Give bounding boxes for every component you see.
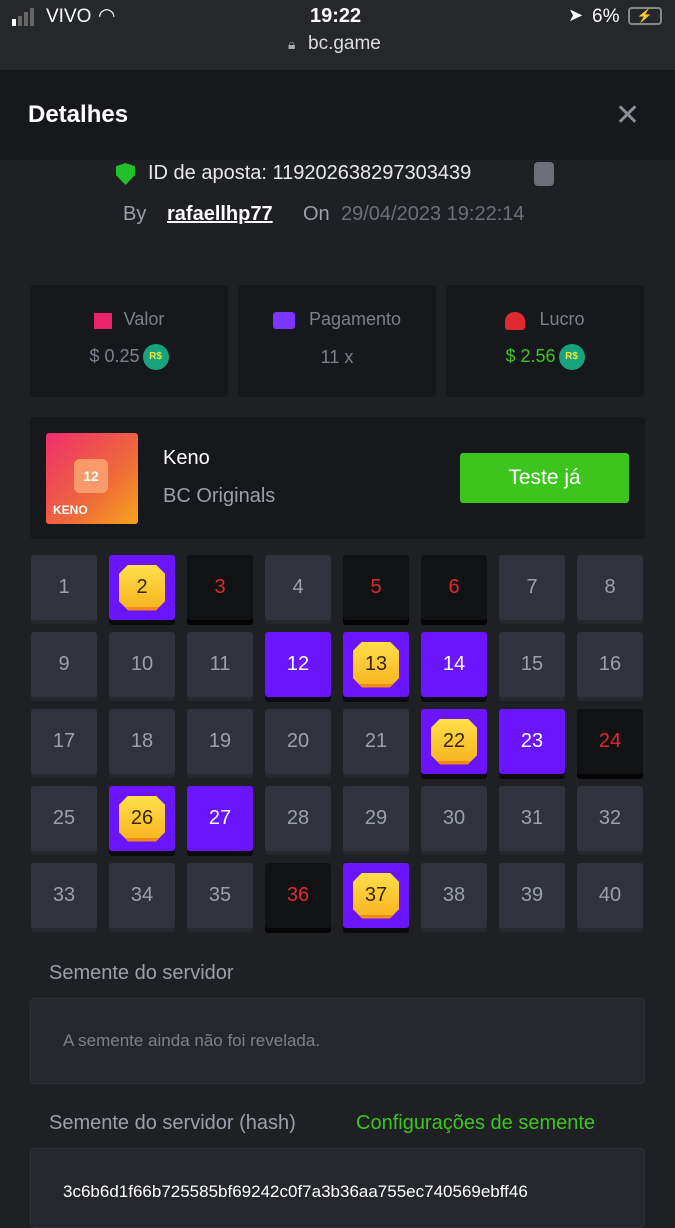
server-seed-label: Semente do servidor xyxy=(49,962,234,984)
keno-tile: 33 xyxy=(31,863,97,928)
bet-date: 29/04/2023 19:22:14 xyxy=(341,203,525,225)
keno-tile: 20 xyxy=(265,709,331,774)
gem-icon: 37 xyxy=(353,872,399,919)
game-name[interactable]: Keno xyxy=(163,447,210,469)
game-provider: BC Originals xyxy=(163,485,276,507)
keno-tile: 39 xyxy=(499,863,565,928)
keno-tile-hit: 37 xyxy=(343,863,409,928)
stat-value: 11 x xyxy=(320,347,354,367)
keno-tile: 18 xyxy=(109,709,175,774)
keno-tile: 7 xyxy=(499,555,565,620)
stat-label: Pagamento xyxy=(308,309,402,329)
stat-pagamento: Pagamento 11 x xyxy=(238,285,436,397)
keno-tile-drawn: 6 xyxy=(421,555,487,620)
keno-tile-drawn: 5 xyxy=(343,555,409,620)
wifi-icon: ◠ xyxy=(98,5,116,27)
keno-tile: 29 xyxy=(343,786,409,851)
gem-icon: 22 xyxy=(431,718,477,765)
by-label: By xyxy=(123,203,147,225)
keno-tile: 8 xyxy=(577,555,643,620)
status-bar: VIVO ◠ 19:22 ➤ 6% ⚡ 🔒︎ bc.game xyxy=(0,0,675,70)
signal-icon xyxy=(12,8,34,26)
keno-tile-hit: 13 xyxy=(343,632,409,697)
gem-icon: 2 xyxy=(119,564,165,611)
keno-tile-selected: 27 xyxy=(187,786,253,851)
battery-level: 6% xyxy=(592,6,620,27)
lock-icon: 🔒︎ xyxy=(288,36,296,52)
thumb-number: 12 xyxy=(74,459,108,493)
keno-tile: 15 xyxy=(499,632,565,697)
keno-tile-hit: 2 xyxy=(109,555,175,620)
keno-tile: 1 xyxy=(31,555,97,620)
server-seed-value: A semente ainda não foi revelada. xyxy=(63,1031,321,1050)
server-hash-label: Semente do servidor (hash) xyxy=(49,1112,296,1134)
clock: 19:22 xyxy=(310,5,362,27)
thumb-label: KENO xyxy=(53,503,88,517)
currency-badge: R$ xyxy=(558,344,585,370)
keno-tile: 28 xyxy=(265,786,331,851)
username-link[interactable]: rafaellhp77 xyxy=(167,203,273,225)
stat-label: Lucro xyxy=(539,309,585,329)
keno-tile: 19 xyxy=(187,709,253,774)
stat-value: $ 0.25 xyxy=(89,345,140,366)
copy-icon[interactable] xyxy=(534,162,554,186)
keno-tile: 30 xyxy=(421,786,487,851)
close-icon[interactable]: ✕ xyxy=(615,99,641,132)
keno-tile-selected: 23 xyxy=(499,709,565,774)
keno-tile: 4 xyxy=(265,555,331,620)
stat-value: $ 2.56 xyxy=(505,345,556,366)
keno-tile-selected: 12 xyxy=(265,632,331,697)
keno-tile-hit: 22 xyxy=(421,709,487,774)
card-icon xyxy=(272,312,295,330)
url[interactable]: bc.game xyxy=(308,33,381,54)
verified-shield-icon xyxy=(116,163,135,185)
keno-tile: 10 xyxy=(109,632,175,697)
seed-settings-link[interactable]: Configurações de semente xyxy=(356,1112,596,1134)
keno-tile: 38 xyxy=(421,863,487,928)
profit-hand-icon xyxy=(505,311,526,330)
coins-icon xyxy=(93,312,112,329)
keno-tile: 25 xyxy=(31,786,97,851)
keno-thumbnail[interactable]: 12 KENO xyxy=(46,433,138,524)
keno-tile: 34 xyxy=(109,863,175,928)
battery-charging-icon: ⚡ xyxy=(628,7,662,25)
keno-tile-drawn: 36 xyxy=(265,863,331,928)
currency-badge: R$ xyxy=(142,344,169,370)
stat-lucro: Lucro $ 2.56 R$ xyxy=(446,285,644,397)
keno-tile: 16 xyxy=(577,632,643,697)
server-seed-field: A semente ainda não foi revelada. xyxy=(30,998,645,1084)
keno-tile: 9 xyxy=(31,632,97,697)
stat-label: Valor xyxy=(123,309,165,329)
carrier: VIVO xyxy=(46,6,92,27)
on-label: On xyxy=(303,203,330,225)
server-hash-value[interactable]: 3c6b6d1f66b725585bf69242c0f7a3b36aa755ec… xyxy=(63,1182,528,1201)
server-hash-field: 3c6b6d1f66b725585bf69242c0f7a3b36aa755ec… xyxy=(30,1148,645,1228)
keno-tile: 11 xyxy=(187,632,253,697)
game-card: 12 KENO Keno BC Originals Teste já xyxy=(30,417,645,539)
keno-tile-hit: 26 xyxy=(109,786,175,851)
gem-icon: 26 xyxy=(119,795,165,842)
bet-id: ID de aposta: 119202638297303439 xyxy=(148,162,472,184)
keno-tile: 17 xyxy=(31,709,97,774)
stat-valor: Valor $ 0.25 R$ xyxy=(30,285,228,397)
keno-tile: 40 xyxy=(577,863,643,928)
keno-tile-drawn: 3 xyxy=(187,555,253,620)
try-now-button[interactable]: Teste já xyxy=(460,453,629,503)
page-title: Detalhes xyxy=(28,101,129,128)
keno-tile: 35 xyxy=(187,863,253,928)
keno-tile: 32 xyxy=(577,786,643,851)
keno-tile: 31 xyxy=(499,786,565,851)
keno-tile: 21 xyxy=(343,709,409,774)
modal-header xyxy=(0,70,675,160)
location-icon: ➤ xyxy=(568,5,584,25)
keno-tile-selected: 14 xyxy=(421,632,487,697)
gem-icon: 13 xyxy=(353,641,399,688)
keno-tile-drawn: 24 xyxy=(577,709,643,774)
